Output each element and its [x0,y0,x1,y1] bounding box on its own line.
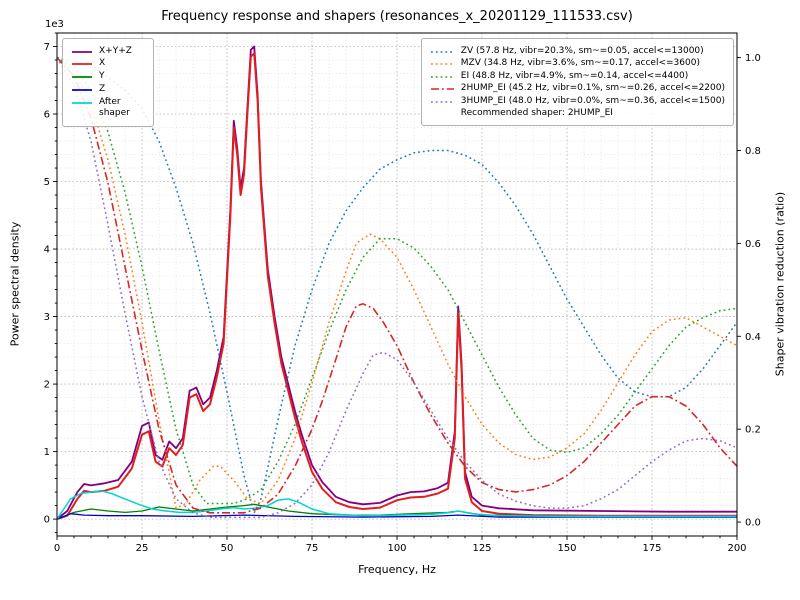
curve-shaper-zv [56,56,738,514]
mzv-line-sample-icon [430,63,454,65]
y-left-tick-label: 3 [44,312,50,323]
y-left-tick-label: 1 [44,447,50,458]
curve-z [56,513,737,520]
2hump-ei-line-sample-icon [430,88,454,90]
legend-item-ei: EI (48.8 Hz, vibr=4.9%, sm~=0.14, accel<… [430,71,725,82]
z-line-sample-icon [72,88,92,91]
legend-item-after-shaper: After shaper [71,97,145,120]
curve-after-shaper [56,490,737,520]
x-tick-label: 175 [642,543,661,554]
x-axis-label: Frequency, Hz [358,563,436,576]
curves [56,45,738,521]
y-right-tick-label: 0.8 [745,146,761,157]
legend-item-label: EI (48.8 Hz, vibr=4.9%, sm~=0.14, accel<… [460,70,689,81]
legend-item-zv: ZV (57.8 Hz, vibr=20.3%, sm~=0.05, accel… [430,46,725,57]
curve-shaper-3hump-ei [56,57,738,519]
tick-labels: 0 25 50 75 100 125 150 175 200 0 1 2 3 4 5 6 7 0.0 0.2 0.4 0… [44,42,761,554]
y-left-tick-label: 5 [44,177,50,188]
ei-line-sample-icon [430,75,454,78]
y-left-tick-label: 2 [44,380,50,391]
x-line-sample-icon [72,63,92,66]
curve-shaper-mzv [56,57,738,509]
legend-item-y: Y [71,71,145,82]
x-tick-label: 100 [387,543,406,554]
zv-line-sample-icon [430,50,454,53]
tick-marks [53,32,741,540]
y-left-tick-label: 6 [44,110,50,121]
curve-shaper-ei [56,56,738,505]
y-axis-label-left: Power spectral density [8,221,22,347]
legend-item-label: ZV (57.8 Hz, vibr=20.3%, sm~=0.05, accel… [460,45,704,56]
legend-item-x-y-z: X+Y+Z [71,46,145,57]
y-left-tick-label: 0 [44,515,50,526]
legend-item-x: X [71,58,145,69]
3hump-ei-line-sample-icon [430,100,454,103]
x-tick-label: 75 [306,543,319,554]
y-left-tick-label: 7 [44,42,50,53]
y-right-tick-label: 1.0 [745,53,761,64]
chart-title: Frequency response and shapers (resonanc… [161,9,633,24]
legend-item-3hump-ei: 3HUMP_EI (48.0 Hz, vibr=0.0%, sm~=0.36, … [430,96,725,107]
y-left-tick-label: 4 [44,245,50,256]
x-y-z-line-sample-icon [72,50,92,53]
y-line-sample-icon [72,76,92,78]
legend-shapers: ZV (57.8 Hz, vibr=20.3%, sm~=0.05, accel… [420,38,734,127]
legend-item-label: Z [99,83,106,94]
y-right-tick-label: 0.0 [745,518,761,529]
legend-item-label: 3HUMP_EI (48.0 Hz, vibr=0.0%, sm~=0.36, … [460,95,725,106]
legend-psd: X+Y+Z X Y Z After shaper [62,38,154,127]
curve-shaper-2hump-ei [56,57,738,514]
x-tick-label: 0 [54,543,60,554]
x-tick-label: 25 [136,543,149,554]
curve-x [56,52,737,521]
x-tick-label: 200 [727,543,746,554]
legend-item-mzv: MZV (34.8 Hz, vibr=3.6%, sm~=0.17, accel… [430,58,725,69]
y-axis-label-right: Shaper vibration reduction (ratio) [773,191,787,377]
legend-item-label: MZV (34.8 Hz, vibr=3.6%, sm~=0.17, accel… [460,58,700,68]
x-tick-label: 150 [557,543,576,554]
legend-item-label: X+Y+Z [99,45,132,56]
x-tick-label: 50 [221,543,234,554]
legend-item-2hump-ei: 2HUMP_EI (45.2 Hz, vibr=0.1%, sm~=0.26, … [430,83,725,94]
legend-item-z: Z [71,84,145,95]
recommended-shaper-note: Recommended shaper: 2HUMP_EI [460,108,613,118]
y-right-tick-label: 0.4 [745,332,761,343]
legend-item-label: After shaper [99,96,130,118]
legend-item-label: 2HUMP_EI (45.2 Hz, vibr=0.1%, sm~=0.26, … [460,83,725,93]
legend-item-label: X [99,58,106,69]
legend-item-label: Y [99,71,105,81]
y-axis-offset-label: 1e3 [45,19,64,30]
y-right-tick-label: 0.6 [745,239,761,250]
after-shaper-line-sample-icon [72,101,92,104]
x-tick-label: 125 [472,543,491,554]
y-right-tick-label: 0.2 [745,425,761,436]
